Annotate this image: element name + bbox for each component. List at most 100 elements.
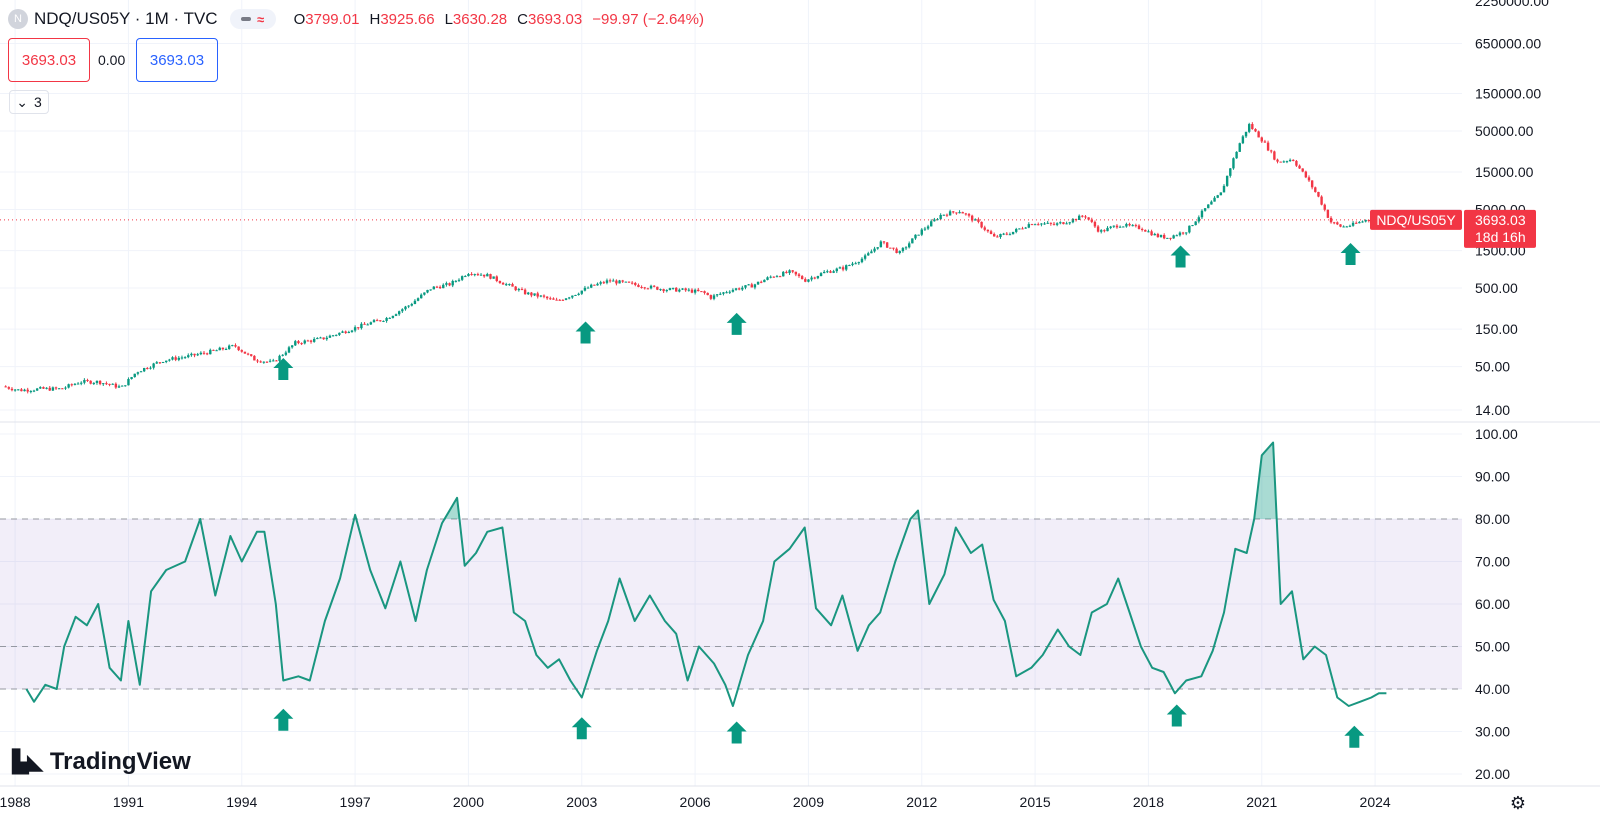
candle-up: [319, 337, 322, 339]
candle-up: [80, 382, 83, 384]
candle-up: [360, 323, 363, 329]
candle-up: [92, 382, 96, 384]
candle-up: [583, 287, 587, 291]
candle-up: [788, 270, 791, 274]
candle-down: [700, 291, 703, 293]
candle-up: [527, 292, 530, 295]
candle-up: [747, 284, 750, 286]
candle-down: [1144, 229, 1147, 232]
candle-up: [281, 354, 284, 356]
candle-up: [1213, 197, 1216, 202]
candle-up: [854, 263, 857, 265]
candle-up: [907, 243, 911, 248]
candle-up: [678, 289, 681, 292]
candle-down: [1323, 204, 1326, 210]
candle-down: [1317, 191, 1320, 197]
candle-up: [413, 300, 417, 305]
rsi-line[interactable]: [25, 441, 1387, 707]
candle-up: [904, 247, 908, 249]
candle-down: [1090, 219, 1093, 222]
candle-down: [829, 271, 832, 273]
candle-up: [659, 289, 662, 291]
candle-down: [952, 211, 955, 213]
candle-up: [668, 288, 672, 291]
candle-up: [914, 234, 917, 239]
candle-up: [744, 285, 747, 288]
candle-down: [237, 346, 240, 351]
visibility-toggle[interactable]: ≈: [229, 9, 276, 29]
candle-up: [1361, 221, 1364, 223]
candle-down: [435, 286, 439, 288]
candle-down: [1005, 233, 1008, 235]
x-tick-label: 2003: [566, 794, 597, 810]
candle-up: [577, 293, 580, 295]
candle-up: [741, 287, 744, 290]
candle-up: [416, 298, 420, 301]
candle-down: [813, 277, 816, 279]
buy-button[interactable]: 3693.03: [136, 38, 218, 82]
candle-up: [224, 349, 228, 351]
candle-down: [375, 320, 379, 322]
candle-down: [1279, 161, 1282, 163]
candle-down: [344, 331, 347, 334]
candle-down: [955, 212, 958, 214]
candle-up: [782, 271, 785, 277]
candle-down: [511, 284, 514, 287]
candle-down: [20, 389, 23, 392]
candle-up: [857, 262, 861, 264]
candle-up: [290, 345, 294, 348]
candle-down: [1084, 216, 1087, 218]
axes: NDQ/US05Y 2250000.00 650000.00 150000.00 500…: [0, 0, 1600, 810]
candle-up: [1342, 226, 1345, 228]
candle-up: [1071, 218, 1075, 223]
candle-down: [656, 286, 659, 290]
price-tick-label: 500.00: [1475, 280, 1518, 296]
candle-up: [432, 286, 436, 290]
symbol-title[interactable]: NDQ/US05Y · 1M · TVC: [34, 9, 218, 28]
tradingview-icon: ▙◣: [12, 749, 44, 774]
candle-down: [1037, 224, 1040, 226]
candle-up: [1118, 226, 1122, 228]
candle-down: [646, 288, 650, 290]
candle-up: [142, 367, 146, 372]
candle-up: [165, 360, 168, 363]
candle-up: [807, 279, 810, 282]
up-arrow-icon: [726, 312, 747, 335]
candle-down: [1355, 222, 1358, 224]
candle-up: [1345, 226, 1348, 228]
candle-up: [1106, 227, 1109, 232]
candle-up: [822, 271, 826, 274]
candle-up: [1068, 222, 1071, 224]
price-candles[interactable]: [4, 122, 1371, 394]
last-price-value: 3693.03: [1475, 212, 1526, 228]
candle-up: [397, 311, 401, 315]
up-arrow-icon: [273, 708, 294, 731]
candle-down: [602, 282, 606, 284]
candle-down: [977, 219, 980, 222]
rsi-tick-label: 80.00: [1475, 511, 1510, 527]
candle-up: [766, 277, 769, 280]
candle-down: [709, 295, 713, 299]
candle-down: [1137, 225, 1141, 229]
candle-up: [51, 387, 55, 391]
indicators-collapse-button[interactable]: ⌄ 3: [9, 90, 49, 114]
candle-up: [574, 294, 577, 296]
candle-down: [1320, 196, 1323, 205]
candle-down: [983, 227, 986, 230]
candle-up: [693, 289, 697, 293]
x-tick-label: 2024: [1360, 794, 1391, 810]
candle-up: [1364, 219, 1367, 222]
sell-button[interactable]: 3693.03: [8, 38, 90, 82]
tradingview-logo[interactable]: ▙◣ TradingView: [12, 748, 191, 776]
candle-up: [124, 385, 127, 387]
candle-up: [920, 229, 923, 235]
candle-up: [67, 384, 70, 388]
candle-up: [382, 320, 385, 322]
rsi-tick-label: 50.00: [1475, 639, 1510, 655]
settings-icon[interactable]: ⚙: [1509, 792, 1527, 813]
candle-down: [61, 388, 64, 390]
price-tick-label: 14.00: [1475, 402, 1510, 418]
candle-up: [177, 357, 181, 360]
